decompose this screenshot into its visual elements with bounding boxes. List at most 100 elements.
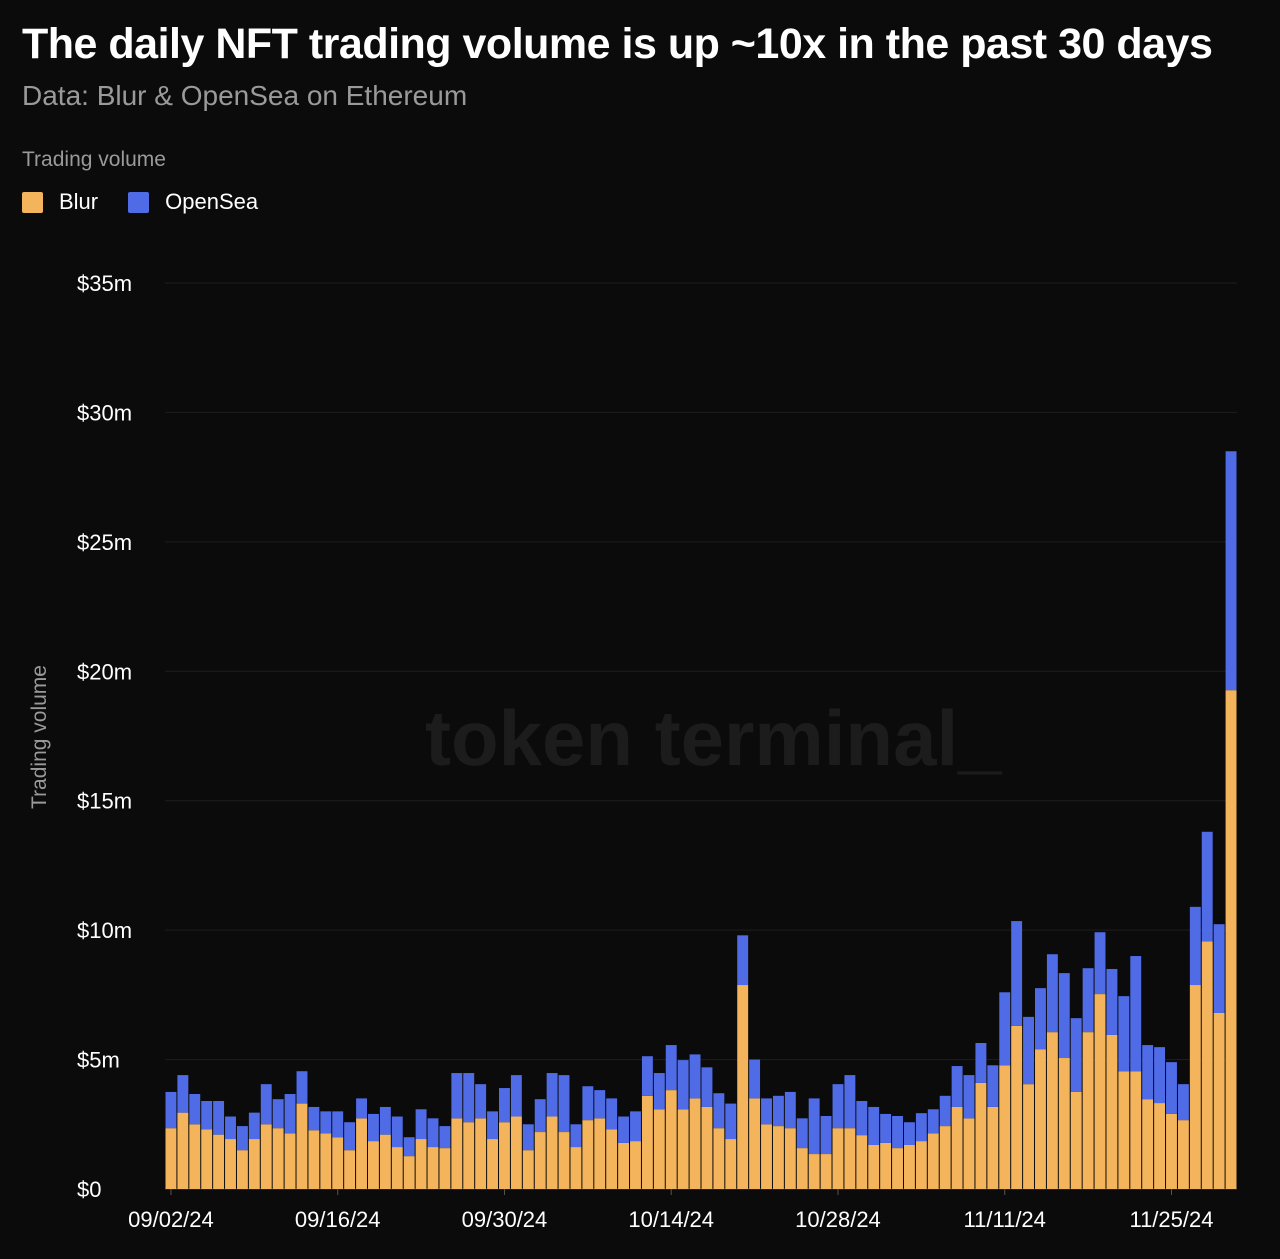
bar-opensea-11-25-24[interactable]	[1166, 1062, 1177, 1114]
bar-blur-11-03-24[interactable]	[903, 1144, 915, 1189]
bar-opensea-10-16-24[interactable]	[689, 1054, 701, 1099]
bar-opensea-11-11-24[interactable]	[999, 992, 1011, 1066]
bar-opensea-10-03-24[interactable]	[534, 1099, 546, 1133]
bar-opensea-11-15-24[interactable]	[1046, 954, 1058, 1033]
bar-blur-09-18-24[interactable]	[356, 1118, 367, 1189]
bar-blur-10-20-24[interactable]	[737, 985, 749, 1189]
bar-blur-10-19-24[interactable]	[725, 1139, 737, 1189]
bar-opensea-09-06-24[interactable]	[213, 1100, 225, 1135]
bar-opensea-09-04-24[interactable]	[189, 1093, 201, 1125]
bar-opensea-11-27-24[interactable]	[1189, 906, 1201, 986]
bar-opensea-09-19-24[interactable]	[367, 1113, 379, 1142]
bar-blur-10-09-24[interactable]	[606, 1129, 618, 1189]
bar-opensea-09-14-24[interactable]	[308, 1106, 320, 1131]
bar-opensea-11-06-24[interactable]	[939, 1095, 951, 1127]
bar-opensea-11-14-24[interactable]	[1035, 988, 1046, 1050]
bar-opensea-09-25-24[interactable]	[439, 1126, 451, 1149]
bar-blur-11-10-24[interactable]	[987, 1106, 999, 1189]
bar-opensea-10-14-24[interactable]	[665, 1045, 677, 1091]
bar-opensea-11-20-24[interactable]	[1106, 968, 1118, 1035]
bar-opensea-10-17-24[interactable]	[701, 1067, 713, 1107]
bar-opensea-10-31-24[interactable]	[868, 1106, 880, 1145]
bar-blur-10-05-24[interactable]	[558, 1132, 570, 1189]
bar-blur-09-25-24[interactable]	[439, 1148, 451, 1189]
bar-opensea-11-07-24[interactable]	[951, 1066, 963, 1107]
bar-opensea-10-05-24[interactable]	[558, 1075, 570, 1133]
bar-opensea-10-12-24[interactable]	[641, 1056, 653, 1096]
bar-blur-09-04-24[interactable]	[189, 1124, 201, 1189]
bar-opensea-09-08-24[interactable]	[236, 1126, 248, 1151]
bar-blur-11-05-24[interactable]	[927, 1133, 939, 1189]
bar-blur-10-08-24[interactable]	[594, 1118, 606, 1189]
bar-blur-09-15-24[interactable]	[320, 1133, 332, 1189]
bar-blur-09-22-24[interactable]	[403, 1156, 415, 1189]
bar-opensea-09-11-24[interactable]	[272, 1099, 284, 1129]
bar-blur-11-07-24[interactable]	[951, 1106, 963, 1189]
bar-blur-10-06-24[interactable]	[570, 1147, 582, 1189]
bar-blur-11-22-24[interactable]	[1130, 1071, 1142, 1189]
bar-opensea-11-12-24[interactable]	[1011, 921, 1023, 1026]
bar-opensea-11-05-24[interactable]	[927, 1109, 939, 1134]
bar-blur-11-02-24[interactable]	[892, 1148, 903, 1189]
bar-opensea-09-07-24[interactable]	[225, 1116, 236, 1140]
bar-blur-09-27-24[interactable]	[463, 1122, 475, 1189]
bar-blur-10-04-24[interactable]	[546, 1116, 558, 1189]
bar-blur-09-21-24[interactable]	[391, 1147, 403, 1189]
bar-opensea-10-02-24[interactable]	[522, 1124, 534, 1151]
bar-opensea-09-05-24[interactable]	[201, 1100, 213, 1130]
bar-opensea-09-30-24[interactable]	[499, 1088, 510, 1123]
bar-opensea-10-24-24[interactable]	[784, 1091, 796, 1129]
bar-opensea-11-01-24[interactable]	[880, 1113, 892, 1143]
bar-opensea-09-13-24[interactable]	[296, 1071, 308, 1104]
bar-opensea-10-10-24[interactable]	[618, 1116, 630, 1143]
bar-opensea-11-21-24[interactable]	[1118, 996, 1130, 1072]
bar-opensea-09-20-24[interactable]	[379, 1106, 391, 1135]
bar-opensea-10-19-24[interactable]	[725, 1103, 737, 1140]
bar-blur-11-01-24[interactable]	[880, 1142, 892, 1189]
bar-blur-11-27-24[interactable]	[1189, 985, 1201, 1189]
bar-opensea-09-16-24[interactable]	[332, 1111, 344, 1138]
bar-opensea-10-18-24[interactable]	[713, 1093, 725, 1129]
bar-blur-10-07-24[interactable]	[582, 1120, 594, 1189]
bar-opensea-09-17-24[interactable]	[344, 1122, 356, 1151]
bar-opensea-11-29-24[interactable]	[1213, 924, 1225, 1013]
bar-blur-11-04-24[interactable]	[915, 1141, 927, 1189]
bar-opensea-10-15-24[interactable]	[677, 1060, 689, 1110]
bar-blur-10-28-24[interactable]	[832, 1128, 844, 1189]
bar-blur-11-23-24[interactable]	[1142, 1099, 1154, 1189]
bar-opensea-10-26-24[interactable]	[808, 1098, 820, 1155]
bar-blur-10-18-24[interactable]	[713, 1128, 725, 1189]
bar-opensea-11-28-24[interactable]	[1201, 831, 1213, 942]
bar-opensea-10-25-24[interactable]	[796, 1118, 808, 1149]
bar-opensea-11-16-24[interactable]	[1058, 973, 1070, 1059]
bar-blur-11-17-24[interactable]	[1070, 1091, 1082, 1189]
bar-blur-09-16-24[interactable]	[332, 1137, 344, 1189]
bar-blur-09-17-24[interactable]	[344, 1150, 356, 1189]
bar-opensea-09-10-24[interactable]	[260, 1084, 272, 1125]
bar-opensea-10-27-24[interactable]	[820, 1116, 832, 1155]
bar-blur-11-18-24[interactable]	[1082, 1032, 1094, 1189]
bar-opensea-10-09-24[interactable]	[606, 1098, 618, 1130]
bar-opensea-09-24-24[interactable]	[427, 1118, 439, 1148]
bar-opensea-11-17-24[interactable]	[1070, 1018, 1082, 1092]
bar-blur-11-24-24[interactable]	[1154, 1103, 1166, 1189]
bar-opensea-11-24-24[interactable]	[1154, 1047, 1166, 1104]
bar-blur-11-30-24[interactable]	[1225, 690, 1237, 1189]
bar-opensea-09-21-24[interactable]	[391, 1116, 403, 1148]
bar-opensea-11-18-24[interactable]	[1082, 968, 1094, 1033]
bar-blur-11-15-24[interactable]	[1046, 1032, 1058, 1189]
bar-blur-11-25-24[interactable]	[1166, 1113, 1177, 1189]
bar-blur-10-15-24[interactable]	[677, 1109, 689, 1189]
bar-opensea-09-15-24[interactable]	[320, 1111, 332, 1134]
bar-blur-10-10-24[interactable]	[618, 1142, 630, 1189]
bar-opensea-11-04-24[interactable]	[915, 1113, 927, 1142]
bar-blur-11-26-24[interactable]	[1177, 1120, 1189, 1189]
bar-opensea-10-04-24[interactable]	[546, 1073, 558, 1117]
bar-opensea-11-10-24[interactable]	[987, 1065, 999, 1107]
bar-blur-11-09-24[interactable]	[975, 1082, 987, 1189]
bar-blur-11-16-24[interactable]	[1058, 1058, 1070, 1189]
bar-blur-10-12-24[interactable]	[641, 1095, 653, 1189]
bar-opensea-11-22-24[interactable]	[1130, 956, 1142, 1072]
bar-opensea-11-09-24[interactable]	[975, 1043, 987, 1083]
bar-blur-09-29-24[interactable]	[487, 1139, 499, 1189]
